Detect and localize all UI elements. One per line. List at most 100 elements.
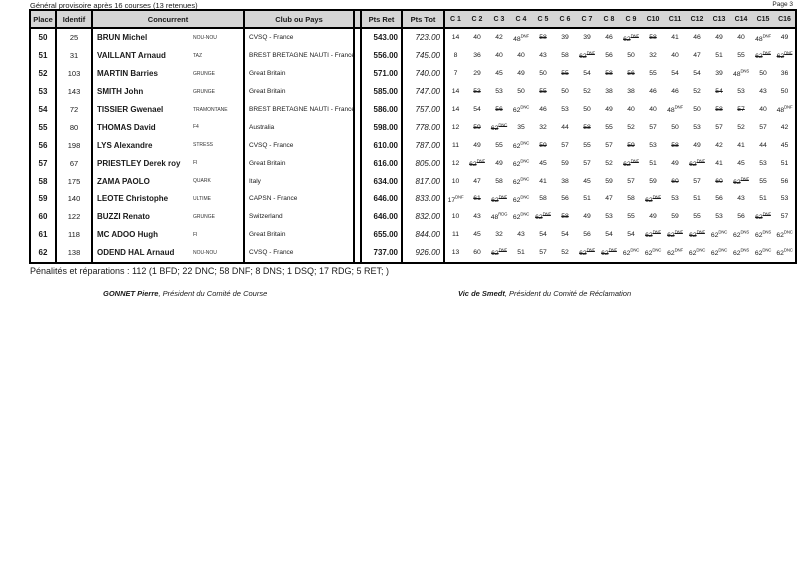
race-column-header: C16: [774, 9, 797, 29]
signature-name: GONNET Pierre: [103, 289, 159, 298]
race-score: 55: [495, 141, 503, 149]
col-header-place: Place: [29, 9, 57, 29]
boat-name: QUARK: [193, 178, 211, 185]
race-score-cell: 58: [488, 172, 510, 190]
race-score-cell: 50: [510, 83, 532, 101]
race-score: 62DNF: [623, 158, 639, 168]
race-score-cell: 58: [598, 65, 620, 83]
race-score-cell: 56: [730, 208, 752, 226]
score-code: DNS: [740, 248, 750, 253]
race-score: 62DNF: [579, 248, 595, 258]
race-score-cell: 57: [642, 118, 664, 136]
race-score-cell: 56: [488, 101, 510, 119]
club-cell: Great Britain: [244, 225, 355, 244]
race-score-cell: 46: [642, 83, 664, 101]
race-column-header: C13: [708, 9, 730, 29]
race-score: 40: [671, 52, 679, 60]
race-score: 52: [737, 123, 745, 131]
race-score: 51: [649, 159, 657, 167]
race-score-cell: 62DNS: [752, 226, 774, 244]
score-code: DNF: [586, 51, 595, 57]
pts-tot-cell: 926.00: [402, 243, 445, 263]
race-score-cell: 49: [510, 65, 532, 83]
race-score: 50: [627, 52, 635, 60]
race-score: 40: [627, 106, 635, 113]
race-score-cell: 58: [554, 208, 576, 226]
race-score-cell: 12: [444, 118, 466, 136]
boat-name: GRUNGE: [193, 70, 215, 77]
race-score: 57: [780, 213, 789, 221]
race-score: 57: [759, 123, 767, 131]
identif-cell: 31: [56, 46, 93, 65]
race-score-cell: 43: [730, 190, 752, 208]
race-score-cell: 59: [664, 208, 686, 226]
race-score-cell: 62DNF: [686, 226, 708, 244]
race-score-cell: 13: [444, 244, 466, 263]
race-column-header: C15: [752, 9, 774, 29]
race-score: 55: [561, 70, 569, 78]
competitor-name: TISSIER Gwenael: [97, 105, 164, 114]
race-score-cell: 55: [642, 65, 664, 83]
race-score-cell: 62DNF: [598, 244, 620, 263]
spacer-cell: [354, 82, 362, 101]
pts-ret-cell: 571.00: [361, 64, 403, 83]
competitor-name: BUZZI Renato: [97, 212, 150, 222]
race-score: 57: [539, 249, 547, 257]
race-score: 53: [759, 159, 767, 167]
race-score: 48DNF: [755, 33, 771, 43]
race-score-cell: 62DNC: [708, 226, 730, 244]
race-score-cell: 62DNC: [510, 101, 532, 119]
signature-protest-committee: Vic de Smedt, Président du Comité de Réc…: [458, 289, 631, 298]
race-score-cell: 42: [488, 28, 510, 47]
race-score-cell: 36: [466, 47, 488, 65]
competitor-name: SMITH John: [97, 87, 144, 97]
score-code: DNF: [674, 248, 683, 253]
race-score: 62DNC: [776, 230, 793, 240]
race-score-cell: 45: [730, 154, 752, 172]
race-score-cell: 59: [642, 172, 664, 190]
pts-tot-cell: 747.00: [402, 82, 445, 101]
score-code: DNC: [652, 248, 662, 253]
identif-cell: 118: [56, 225, 93, 244]
race-score-cell: 49: [708, 28, 730, 47]
race-score: 39: [715, 70, 723, 78]
race-score-cell: 51: [510, 244, 532, 263]
race-score-cell: 40: [752, 101, 774, 119]
race-score-cell: 53: [774, 190, 796, 208]
race-score-cell: 62DNF: [642, 190, 664, 208]
race-score-cell: 47: [686, 47, 708, 65]
race-score: 58: [561, 52, 569, 60]
race-score: 62DNC: [512, 104, 530, 115]
race-score: 53: [737, 88, 745, 96]
race-score-cell: 45: [774, 136, 796, 154]
race-score-cell: 14: [444, 83, 466, 101]
place-cell: 61: [29, 225, 57, 244]
competitor-name: BRUN Michel: [97, 33, 148, 43]
race-score-cell: 57: [774, 208, 796, 226]
race-score-cell: 51: [576, 190, 598, 208]
score-code: DNF: [455, 194, 464, 200]
race-score: 62DNC: [776, 248, 793, 258]
race-score: 51: [517, 249, 525, 257]
score-code: DNF: [784, 104, 793, 110]
col-header-identif: Identif: [55, 9, 93, 29]
score-code: DNF: [674, 104, 683, 110]
race-score: 56: [780, 177, 789, 185]
race-score: 52: [561, 249, 569, 257]
pts-tot-cell: 745.00: [402, 46, 445, 65]
race-score-cell: 53: [730, 83, 752, 101]
race-score: 62DNC: [622, 248, 640, 258]
score-code: DNF: [630, 158, 639, 164]
table-row: 52 103 MARTIN Barries GRUNGE Great Brita…: [29, 64, 796, 83]
identif-cell: 103: [56, 64, 93, 83]
spacer-cell: [354, 172, 362, 191]
race-score-cell: 52: [554, 244, 576, 263]
race-score: 14: [451, 34, 460, 42]
race-score-cell: 62DNF: [620, 154, 642, 172]
race-score: 14: [451, 106, 460, 113]
race-score-cell: 39: [708, 65, 730, 83]
concurrent-cell: SMITH John GRUNGE: [92, 82, 245, 101]
race-score-cell: 51: [752, 190, 774, 208]
race-score: 59: [627, 141, 635, 149]
pts-tot-cell: 832.00: [402, 207, 445, 226]
